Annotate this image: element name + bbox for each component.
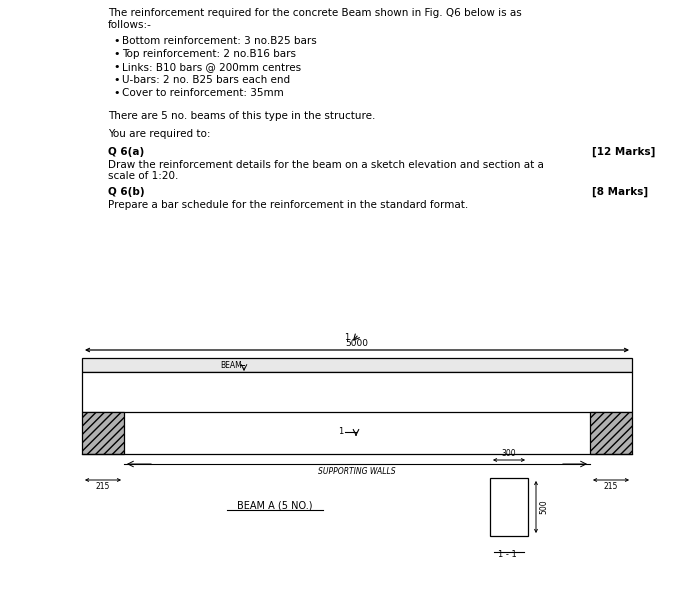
- Text: SUPPORTING WALLS: SUPPORTING WALLS: [318, 467, 395, 476]
- Text: •: •: [113, 88, 120, 98]
- Text: •: •: [113, 49, 120, 59]
- Text: 5000: 5000: [346, 339, 368, 348]
- Text: 300: 300: [502, 449, 517, 458]
- Text: 1: 1: [344, 333, 349, 342]
- Bar: [82, 358, 632, 372]
- Text: BEAM: BEAM: [220, 361, 242, 370]
- Text: •: •: [113, 36, 120, 46]
- Text: U-bars: 2 no. B25 bars each end: U-bars: 2 no. B25 bars each end: [122, 75, 290, 85]
- Text: scale of 1:20.: scale of 1:20.: [108, 171, 178, 181]
- Text: 215: 215: [604, 482, 618, 491]
- Text: Bottom reinforcement: 3 no.B25 bars: Bottom reinforcement: 3 no.B25 bars: [122, 36, 316, 46]
- Bar: [490, 478, 528, 536]
- Text: Links: B10 bars @ 200mm centres: Links: B10 bars @ 200mm centres: [122, 62, 301, 72]
- Text: 215: 215: [96, 482, 110, 491]
- Text: 1: 1: [337, 428, 343, 437]
- Text: [8 Marks]: [8 Marks]: [592, 187, 648, 198]
- Text: Q 6(b): Q 6(b): [108, 187, 145, 197]
- Bar: [590, 412, 632, 454]
- Text: There are 5 no. beams of this type in the structure.: There are 5 no. beams of this type in th…: [108, 111, 375, 121]
- Text: follows:-: follows:-: [108, 20, 152, 30]
- Bar: [82, 412, 124, 454]
- Text: •: •: [113, 75, 120, 85]
- Text: You are required to:: You are required to:: [108, 129, 211, 139]
- Text: Draw the reinforcement details for the beam on a sketch elevation and section at: Draw the reinforcement details for the b…: [108, 160, 544, 170]
- Text: BEAM A (5 NO.): BEAM A (5 NO.): [237, 500, 313, 510]
- Text: [12 Marks]: [12 Marks]: [592, 147, 655, 157]
- Bar: [82, 372, 632, 412]
- Text: Cover to reinforcement: 35mm: Cover to reinforcement: 35mm: [122, 88, 284, 98]
- Text: •: •: [113, 62, 120, 72]
- Text: The reinforcement required for the concrete Beam shown in Fig. Q6 below is as: The reinforcement required for the concr…: [108, 8, 522, 18]
- Text: Prepare a bar schedule for the reinforcement in the standard format.: Prepare a bar schedule for the reinforce…: [108, 200, 468, 210]
- Text: Q 6(a): Q 6(a): [108, 147, 144, 157]
- Text: 1 - 1: 1 - 1: [498, 550, 517, 559]
- Text: Top reinforcement: 2 no.B16 bars: Top reinforcement: 2 no.B16 bars: [122, 49, 296, 59]
- Text: 500: 500: [539, 500, 548, 515]
